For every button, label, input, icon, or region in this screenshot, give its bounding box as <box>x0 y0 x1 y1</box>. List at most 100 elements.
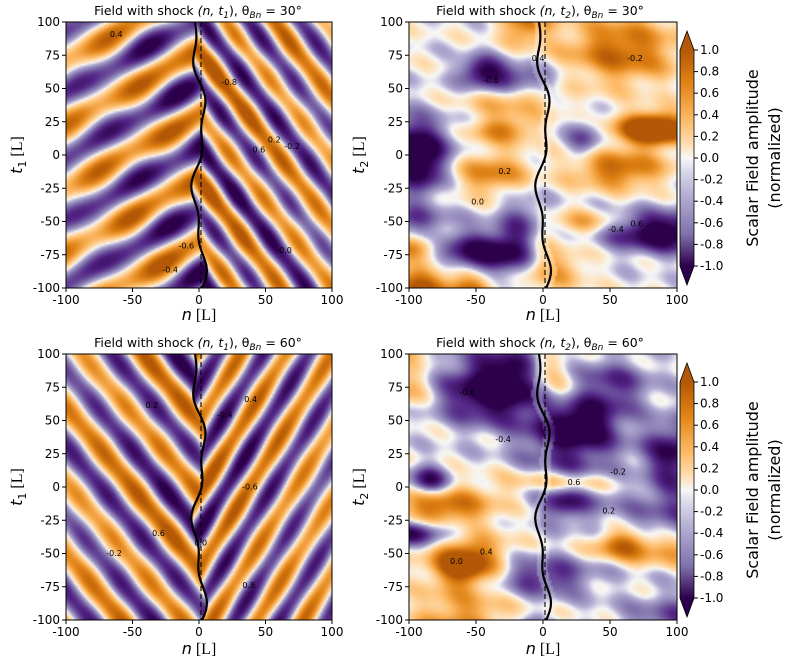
colorbar-ticks: 1.0 0.8 0.6 0.4 0.2 0.0 -0.2 -0.4 -0.6 -0.8 -1.0 <box>694 43 723 273</box>
colorbar-extend-min <box>680 598 694 617</box>
contour-label: 0.0 <box>194 538 207 547</box>
panel-title: Field with shock (n, t2), θBn = 60° <box>436 335 644 353</box>
contour-label: 0.8 <box>242 581 255 590</box>
colorbar-tick-label: -0.8 <box>700 237 723 251</box>
shock-front <box>190 353 209 621</box>
contour-label: -0.6 <box>459 388 475 397</box>
x-tick-label: 0 <box>195 625 203 639</box>
contour-label: -0.2 <box>627 54 643 63</box>
x-tick-label: 50 <box>258 293 273 307</box>
contour-label: -0.4 <box>217 411 233 420</box>
colorbar-tick-label: -0.6 <box>700 216 723 230</box>
axis-ticks: -100 -50 0 50 100 100 75 50 25 0 -25 -50 -75 -100 <box>376 15 689 307</box>
contour-label: 0.4 <box>532 54 545 63</box>
x-tick-label: 100 <box>666 293 689 307</box>
heatmap <box>66 354 332 620</box>
colorbar-bottom: 1.0 0.8 0.6 0.4 0.2 0.0 -0.2 -0.4 -0.6 -0.8 -1.0 S… <box>679 361 784 619</box>
y-tick-label: 0 <box>52 148 60 162</box>
contour-label: -0.4 <box>162 265 178 274</box>
contour-label: -0.8 <box>221 78 237 87</box>
contour-label: -0.6 <box>483 76 499 85</box>
y-tick-label: 25 <box>388 447 403 461</box>
colorbar-tick-label: 0.4 <box>700 108 719 122</box>
contour-label: 0.6 <box>152 529 165 538</box>
panel-top-right: Field with shock (n, t2), θBn = 30° -0.4… <box>349 3 688 324</box>
contour-label: 0.2 <box>268 136 281 145</box>
colorbar-tick-label: 0.6 <box>700 418 719 432</box>
y-tick-label: 75 <box>388 380 403 394</box>
contour-overlay: 0.6 -0.2 0.4 -0.4 0.2 -0.6 0.0 <box>450 353 626 621</box>
y-tick-label: -25 <box>383 513 403 527</box>
colorbar-extend-max <box>680 31 694 50</box>
x-tick-label: 100 <box>321 625 344 639</box>
colorbar-tick-label: 0.6 <box>700 86 719 100</box>
colorbar-label: Scalar Field amplitude <box>743 69 762 247</box>
contour-label: -0.4 <box>495 435 511 444</box>
contour-overlay: 0.4 -0.2 0.2 -0.4 0.6 0.8 -0.6 0.0 <box>106 353 258 621</box>
y-tick-label: -100 <box>33 281 60 295</box>
colorbar-tick-label: 1.0 <box>700 43 719 57</box>
x-tick-label: -50 <box>123 293 143 307</box>
y-tick-label: 50 <box>45 414 60 428</box>
colorbar-tick-label: 0.2 <box>700 461 719 475</box>
y-tick-label: -50 <box>383 547 403 561</box>
y-tick-label: 50 <box>388 414 403 428</box>
colorbar-extend-max <box>680 363 694 382</box>
y-tick-label: 25 <box>45 447 60 461</box>
heatmap <box>409 354 677 620</box>
colorbar-tick-label: -0.4 <box>700 526 723 540</box>
y-tick-label: 25 <box>45 115 60 129</box>
contour-label: -0.6 <box>242 483 258 492</box>
y-tick-label: 100 <box>37 347 60 361</box>
colorbar-tick-label: 1.0 <box>700 375 719 389</box>
y-tick-label: 50 <box>45 82 60 96</box>
shock-front <box>190 21 209 289</box>
y-tick-label: -100 <box>376 281 403 295</box>
x-tick-label: -100 <box>395 625 422 639</box>
y-axis-label: t2 [L] <box>349 468 371 506</box>
colorbar-extend-min <box>680 266 694 285</box>
colorbar-tick-label: 0.4 <box>700 440 719 454</box>
panel-top-left: Field with shock (n, t1), θBn = 30° -0.2… <box>7 3 343 324</box>
x-tick-label: -100 <box>395 293 422 307</box>
axis-ticks: -100 -50 0 50 100 100 75 50 25 0 -25 -50 -75 -100 <box>376 347 689 639</box>
contour-label: 0.0 <box>471 197 484 206</box>
contour-label: -0.2 <box>106 549 122 558</box>
x-tick-label: 0 <box>195 293 203 307</box>
colorbar-tick-label: 0.0 <box>700 483 719 497</box>
colorbar-label-2: (normalized) <box>765 439 784 540</box>
x-axis-label: n [L] <box>526 305 561 324</box>
contour-label: 0.2 <box>498 167 511 176</box>
y-tick-label: -75 <box>383 248 403 262</box>
y-tick-label: 0 <box>52 480 60 494</box>
x-axis-label: n [L] <box>526 639 561 658</box>
colorbar-tick-label: 0.2 <box>700 129 719 143</box>
colorbar-bar <box>680 382 694 598</box>
colorbar-tick-label: 0.8 <box>700 65 719 79</box>
contour-label: 0.2 <box>602 507 615 516</box>
x-tick-label: -100 <box>52 625 79 639</box>
contour-label: -0.6 <box>178 242 194 251</box>
x-tick-label: -50 <box>466 293 486 307</box>
x-tick-label: 50 <box>602 625 617 639</box>
heatmap <box>66 22 332 288</box>
y-tick-label: -50 <box>383 215 403 229</box>
colorbar-tick-label: 0.8 <box>700 397 719 411</box>
colorbar-bar <box>680 50 694 266</box>
contour-label: -0.0 <box>276 246 292 255</box>
colorbar-ticks: 1.0 0.8 0.6 0.4 0.2 0.0 -0.2 -0.4 -0.6 -0.8 -1.0 <box>694 375 723 605</box>
colorbar-top: 1.0 0.8 0.6 0.4 0.2 0.0 -0.2 -0.4 -0.6 -0.8 -1.0 S… <box>679 29 784 287</box>
panel-bottom-left: Field with shock (n, t1), θBn = 60° 0.4-… <box>7 335 343 658</box>
y-axis-label: t1 [L] <box>7 468 29 506</box>
y-tick-label: -100 <box>376 613 403 627</box>
x-axis-label: n [L] <box>182 305 217 324</box>
contour-label: 0.4 <box>110 30 123 39</box>
y-tick-label: -25 <box>40 513 60 527</box>
y-tick-label: 75 <box>45 48 60 62</box>
contour-label: 0.6 <box>630 219 643 228</box>
colorbar-tick-label: -0.4 <box>700 194 723 208</box>
colorbar-tick-label: -0.8 <box>700 569 723 583</box>
contour-label: -0.2 <box>610 467 626 476</box>
contour-overlay: -0.4 0.4 0.2 -0.2 0.6 0.0 -0.6 <box>471 21 643 289</box>
